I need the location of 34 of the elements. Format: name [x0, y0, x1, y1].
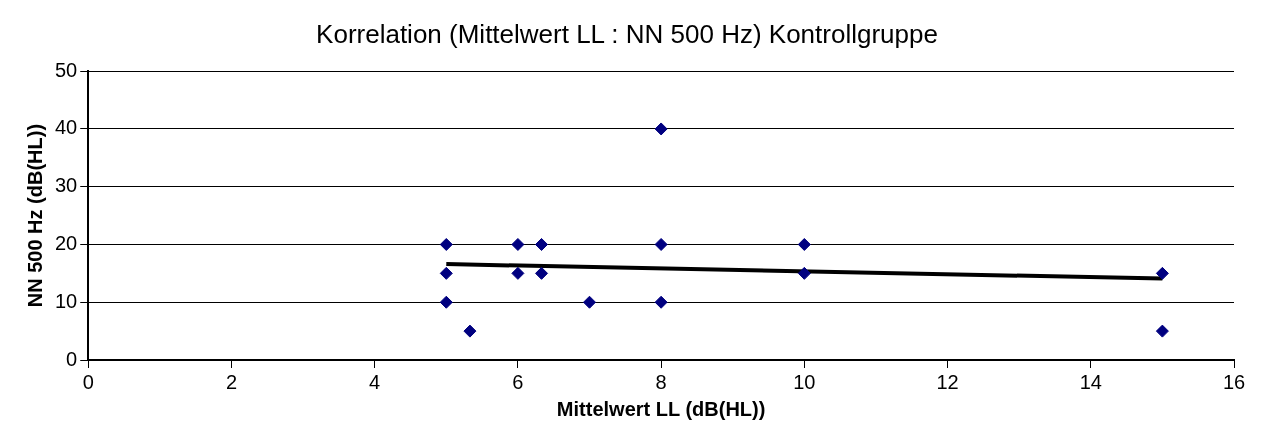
x-tick-label: 8 — [655, 370, 667, 393]
point — [654, 295, 668, 309]
x-tick-label: 14 — [1079, 370, 1102, 393]
x-tick-label: 16 — [1222, 370, 1246, 393]
x-axis-title: Mittelwert LL (dB(HL)) — [556, 397, 766, 420]
point — [439, 237, 453, 251]
point — [797, 266, 811, 280]
x-tick-label: 10 — [793, 370, 816, 393]
point — [439, 266, 453, 280]
point — [511, 266, 525, 280]
point — [583, 295, 597, 309]
y-tick-label: 0 — [66, 347, 78, 370]
y-tick-label: 50 — [55, 58, 78, 81]
point — [439, 295, 453, 309]
point — [654, 237, 668, 251]
point — [654, 122, 668, 136]
x-tick-label: 6 — [512, 370, 524, 393]
y-tick-label: 10 — [55, 289, 78, 312]
x-tick-label: 4 — [369, 370, 381, 393]
y-axis-title: NN 500 Hz (dB(HL)) — [23, 123, 46, 308]
point — [535, 237, 549, 251]
point — [1155, 266, 1169, 280]
x-tick-label: 12 — [936, 370, 959, 393]
chart-title: Korrelation (Mittelwert LL : NN 500 Hz) Kontrollgruppe — [316, 18, 938, 49]
x-tick-label: 0 — [82, 370, 94, 393]
x-tick-label: 2 — [225, 370, 238, 393]
point — [535, 266, 549, 280]
point — [463, 324, 477, 338]
point — [797, 237, 811, 251]
y-tick-label: 40 — [55, 116, 78, 139]
point — [1155, 324, 1169, 338]
y-tick-label: 20 — [55, 232, 78, 254]
point — [511, 237, 525, 251]
y-tick-label: 30 — [55, 174, 78, 197]
